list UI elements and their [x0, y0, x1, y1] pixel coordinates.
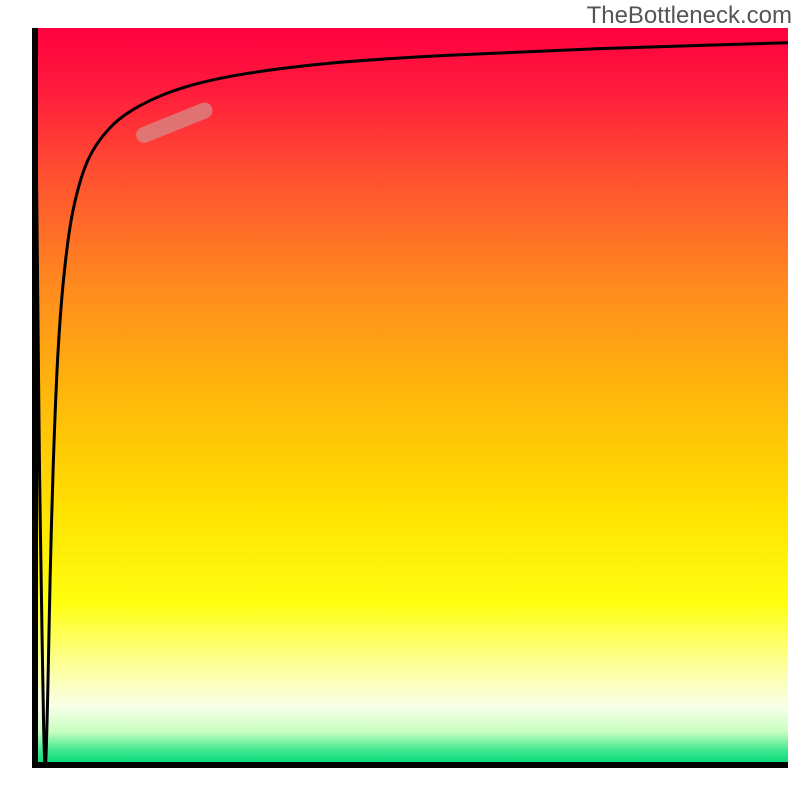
bottleneck-chart [0, 0, 800, 800]
chart-container: TheBottleneck.com [0, 0, 800, 800]
watermark-text: TheBottleneck.com [587, 2, 792, 30]
